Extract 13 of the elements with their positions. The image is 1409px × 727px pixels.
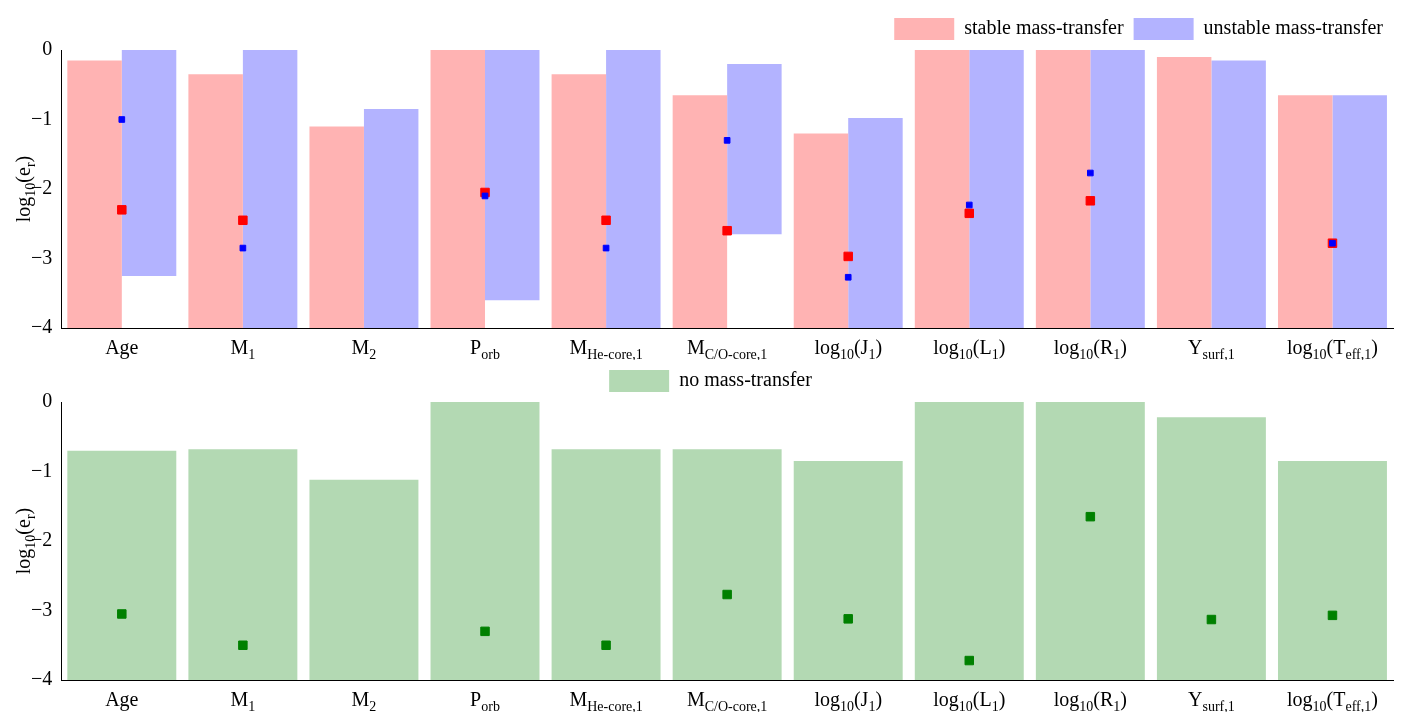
x-tick-label: Age: [105, 336, 139, 359]
x-tick-label: Age: [105, 688, 139, 711]
y-tick-label: 0: [42, 37, 53, 60]
y-tick-label: −3: [31, 597, 53, 620]
legend-label: no mass-transfer: [679, 368, 813, 391]
y-tick-label: −1: [31, 458, 53, 481]
y-tick-label: −1: [31, 106, 53, 129]
legend-label: unstable mass-transfer: [1203, 16, 1384, 39]
y-tick-label: −3: [31, 245, 53, 268]
legend-label: stable mass-transfer: [964, 16, 1124, 39]
y-tick-label: −4: [31, 667, 53, 690]
y-tick-label: −4: [31, 315, 53, 338]
y-tick-label: 0: [42, 389, 53, 412]
